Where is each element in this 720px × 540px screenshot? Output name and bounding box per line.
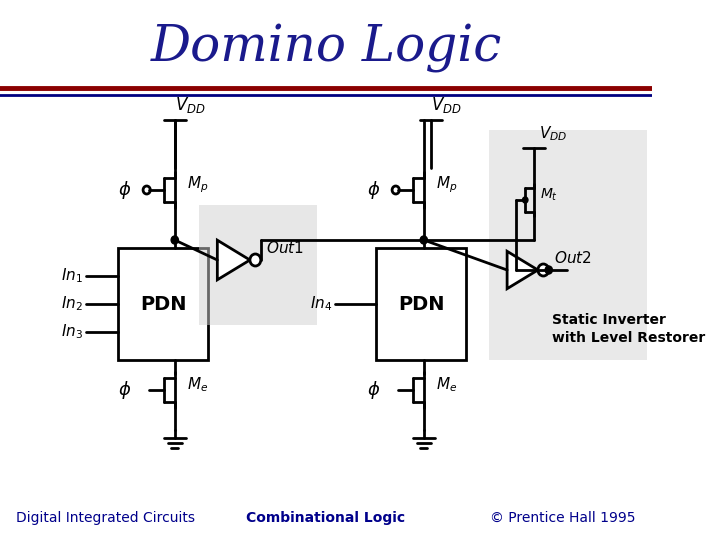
Text: $In_2$: $In_2$: [61, 295, 84, 313]
Text: PDN: PDN: [398, 294, 444, 314]
Text: $M_t$: $M_t$: [540, 187, 558, 203]
Bar: [199, 205, 317, 325]
Text: $M_e$: $M_e$: [436, 376, 458, 394]
Bar: [489, 130, 647, 360]
Text: Domino Logic: Domino Logic: [150, 23, 502, 73]
Text: $V_{DD}$: $V_{DD}$: [431, 95, 462, 115]
Text: $Out2$: $Out2$: [554, 250, 592, 266]
Text: $In_4$: $In_4$: [310, 295, 333, 313]
Text: $\phi$: $\phi$: [118, 179, 132, 201]
Text: $V_{DD}$: $V_{DD}$: [539, 124, 567, 143]
Circle shape: [523, 197, 528, 203]
Text: $V_{DD}$: $V_{DD}$: [175, 95, 205, 115]
Circle shape: [538, 264, 549, 276]
Text: $\phi$: $\phi$: [118, 379, 132, 401]
Bar: [118, 248, 208, 360]
Polygon shape: [507, 251, 538, 289]
Text: $In_1$: $In_1$: [61, 267, 84, 285]
Circle shape: [420, 236, 428, 244]
Text: $\phi$: $\phi$: [367, 179, 381, 201]
Text: Combinational Logic: Combinational Logic: [246, 511, 405, 525]
Text: with Level Restorer: with Level Restorer: [552, 331, 706, 345]
Text: Digital Integrated Circuits: Digital Integrated Circuits: [17, 511, 195, 525]
Bar: [376, 248, 467, 360]
Text: © Prentice Hall 1995: © Prentice Hall 1995: [490, 511, 636, 525]
Circle shape: [545, 266, 552, 274]
Circle shape: [392, 186, 400, 194]
Circle shape: [171, 236, 179, 244]
Text: $Out1$: $Out1$: [266, 240, 304, 256]
Text: $M_p$: $M_p$: [436, 175, 458, 195]
Text: $M_p$: $M_p$: [187, 175, 209, 195]
Text: $M_e$: $M_e$: [187, 376, 209, 394]
Text: Static Inverter: Static Inverter: [552, 313, 666, 327]
Text: $\phi$: $\phi$: [367, 379, 381, 401]
Circle shape: [250, 254, 261, 266]
Circle shape: [143, 186, 150, 194]
Text: $In_3$: $In_3$: [61, 322, 84, 341]
Polygon shape: [217, 240, 250, 280]
Text: PDN: PDN: [140, 294, 186, 314]
